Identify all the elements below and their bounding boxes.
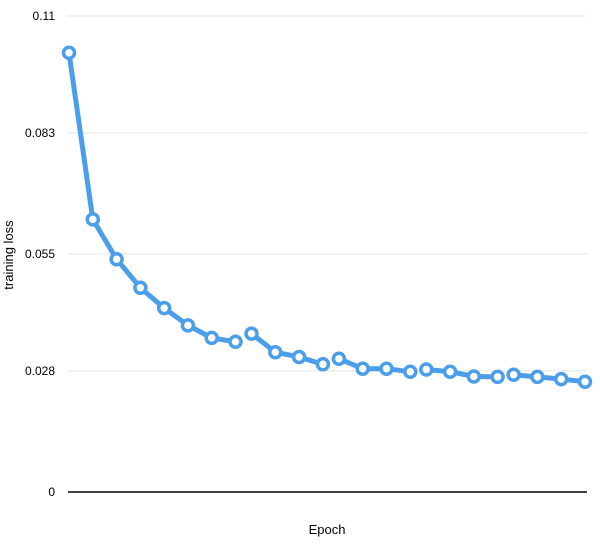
data-point	[109, 251, 124, 267]
data-point	[228, 334, 243, 350]
series-line-segment	[66, 50, 238, 345]
y-tick-label: 0.083	[25, 126, 55, 140]
y-tick-label: 0.055	[25, 247, 55, 261]
data-point	[268, 344, 283, 360]
data-point	[466, 369, 482, 384]
data-point	[553, 371, 569, 387]
series-line-segment	[336, 356, 413, 375]
data-point	[530, 369, 545, 385]
y-tick-label: 0.028	[25, 364, 55, 378]
data-point	[506, 367, 521, 382]
data-point	[577, 374, 593, 389]
data-point	[331, 351, 347, 366]
data-point	[204, 330, 219, 346]
series-line-segment	[423, 367, 501, 380]
data-point	[442, 364, 458, 379]
data-point	[379, 361, 394, 376]
data-point	[180, 318, 196, 333]
data-point	[355, 361, 370, 376]
data-point	[419, 362, 434, 377]
data-point	[315, 357, 331, 372]
data-point	[156, 300, 172, 316]
data-point	[403, 364, 418, 379]
y-tick-label: 0	[48, 485, 55, 499]
x-axis-title: Epoch	[309, 522, 346, 537]
series-line-segment	[511, 372, 588, 385]
data-point	[291, 349, 307, 365]
data-point	[244, 326, 259, 341]
y-tick-labels: 0 0.028 0.055 0.083 0.11	[25, 9, 55, 499]
y-axis-title: training loss	[1, 220, 16, 290]
gridlines	[68, 15, 587, 372]
series-line-segment	[249, 331, 326, 367]
data-point	[133, 280, 148, 296]
data-points	[61, 45, 593, 389]
data-point	[490, 369, 505, 385]
y-tick-label: 0.11	[33, 9, 56, 23]
series-line-layer	[66, 50, 588, 385]
data-point	[61, 45, 77, 61]
data-point	[85, 212, 101, 227]
